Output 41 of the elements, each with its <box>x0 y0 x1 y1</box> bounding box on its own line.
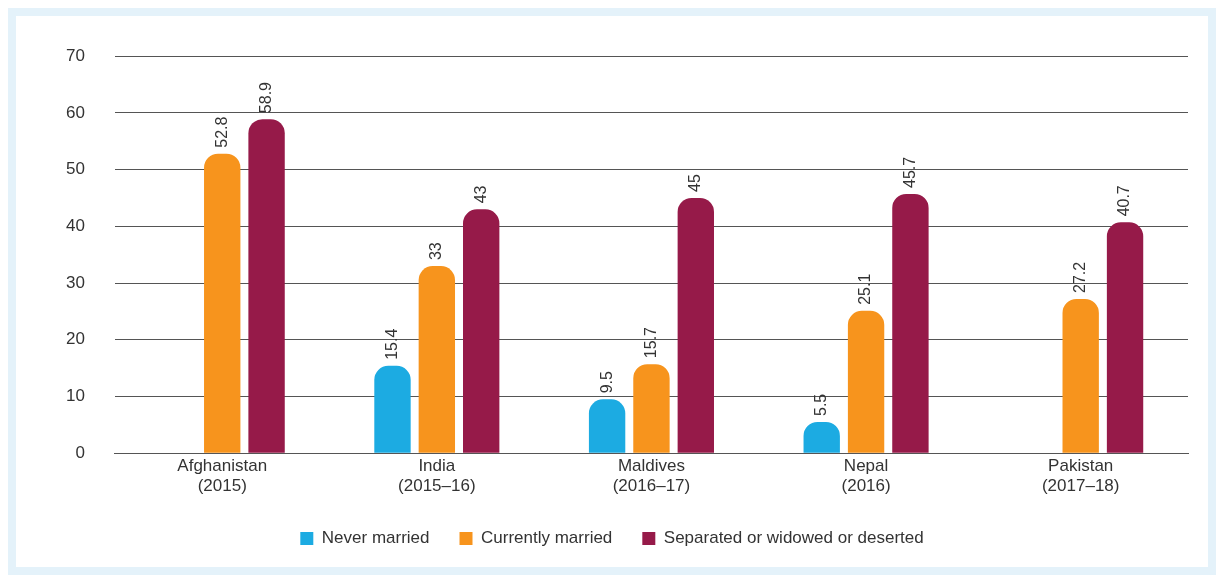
bar <box>204 153 241 453</box>
x-tick-label: Maldives (2016–17) <box>612 456 691 496</box>
data-label: 45.7 <box>900 156 918 189</box>
data-label: 15.4 <box>382 328 400 360</box>
bar <box>248 119 285 453</box>
data-label: 27.2 <box>1071 261 1089 293</box>
y-tick-label: 20 <box>65 329 85 349</box>
legend-label: Separated or widowed or deserted <box>663 528 924 548</box>
y-tick-label: 60 <box>65 102 85 122</box>
legend-label: Never married <box>321 528 430 548</box>
y-tick-label: 40 <box>65 216 85 236</box>
data-label: 43 <box>471 185 489 204</box>
bar <box>374 365 411 453</box>
y-tick-label: 50 <box>65 159 85 179</box>
x-tick-label: Pakistan (2017–18) <box>1041 456 1120 496</box>
data-label: 9.5 <box>597 370 615 394</box>
bar <box>847 310 885 453</box>
y-tick-label: 10 <box>65 386 85 406</box>
y-tick-label: 30 <box>65 272 85 292</box>
data-label: 40.7 <box>1115 185 1133 217</box>
bar <box>463 209 500 453</box>
x-tick-label: India (2015–16) <box>398 456 476 496</box>
y-tick-label: 0 <box>75 442 85 462</box>
bar <box>892 194 929 453</box>
bar <box>418 266 456 453</box>
legend-label: Currently married <box>481 528 613 548</box>
data-label: 58.9 <box>256 81 274 114</box>
data-label: 15.7 <box>641 326 659 359</box>
bar <box>677 197 714 453</box>
y-tick-label: 70 <box>65 45 85 65</box>
data-label: 25.1 <box>856 273 874 305</box>
data-label: 45 <box>686 174 704 192</box>
x-tick-label: Nepal (2016) <box>841 456 891 496</box>
data-label: 33 <box>427 242 445 261</box>
bar <box>633 364 670 453</box>
data-label: 5.5 <box>812 393 830 417</box>
bar <box>1062 298 1099 453</box>
bar <box>1106 222 1144 453</box>
x-tick-label: Afghanistan (2015) <box>177 456 268 496</box>
bar <box>588 399 626 453</box>
data-label: 52.8 <box>212 116 230 148</box>
